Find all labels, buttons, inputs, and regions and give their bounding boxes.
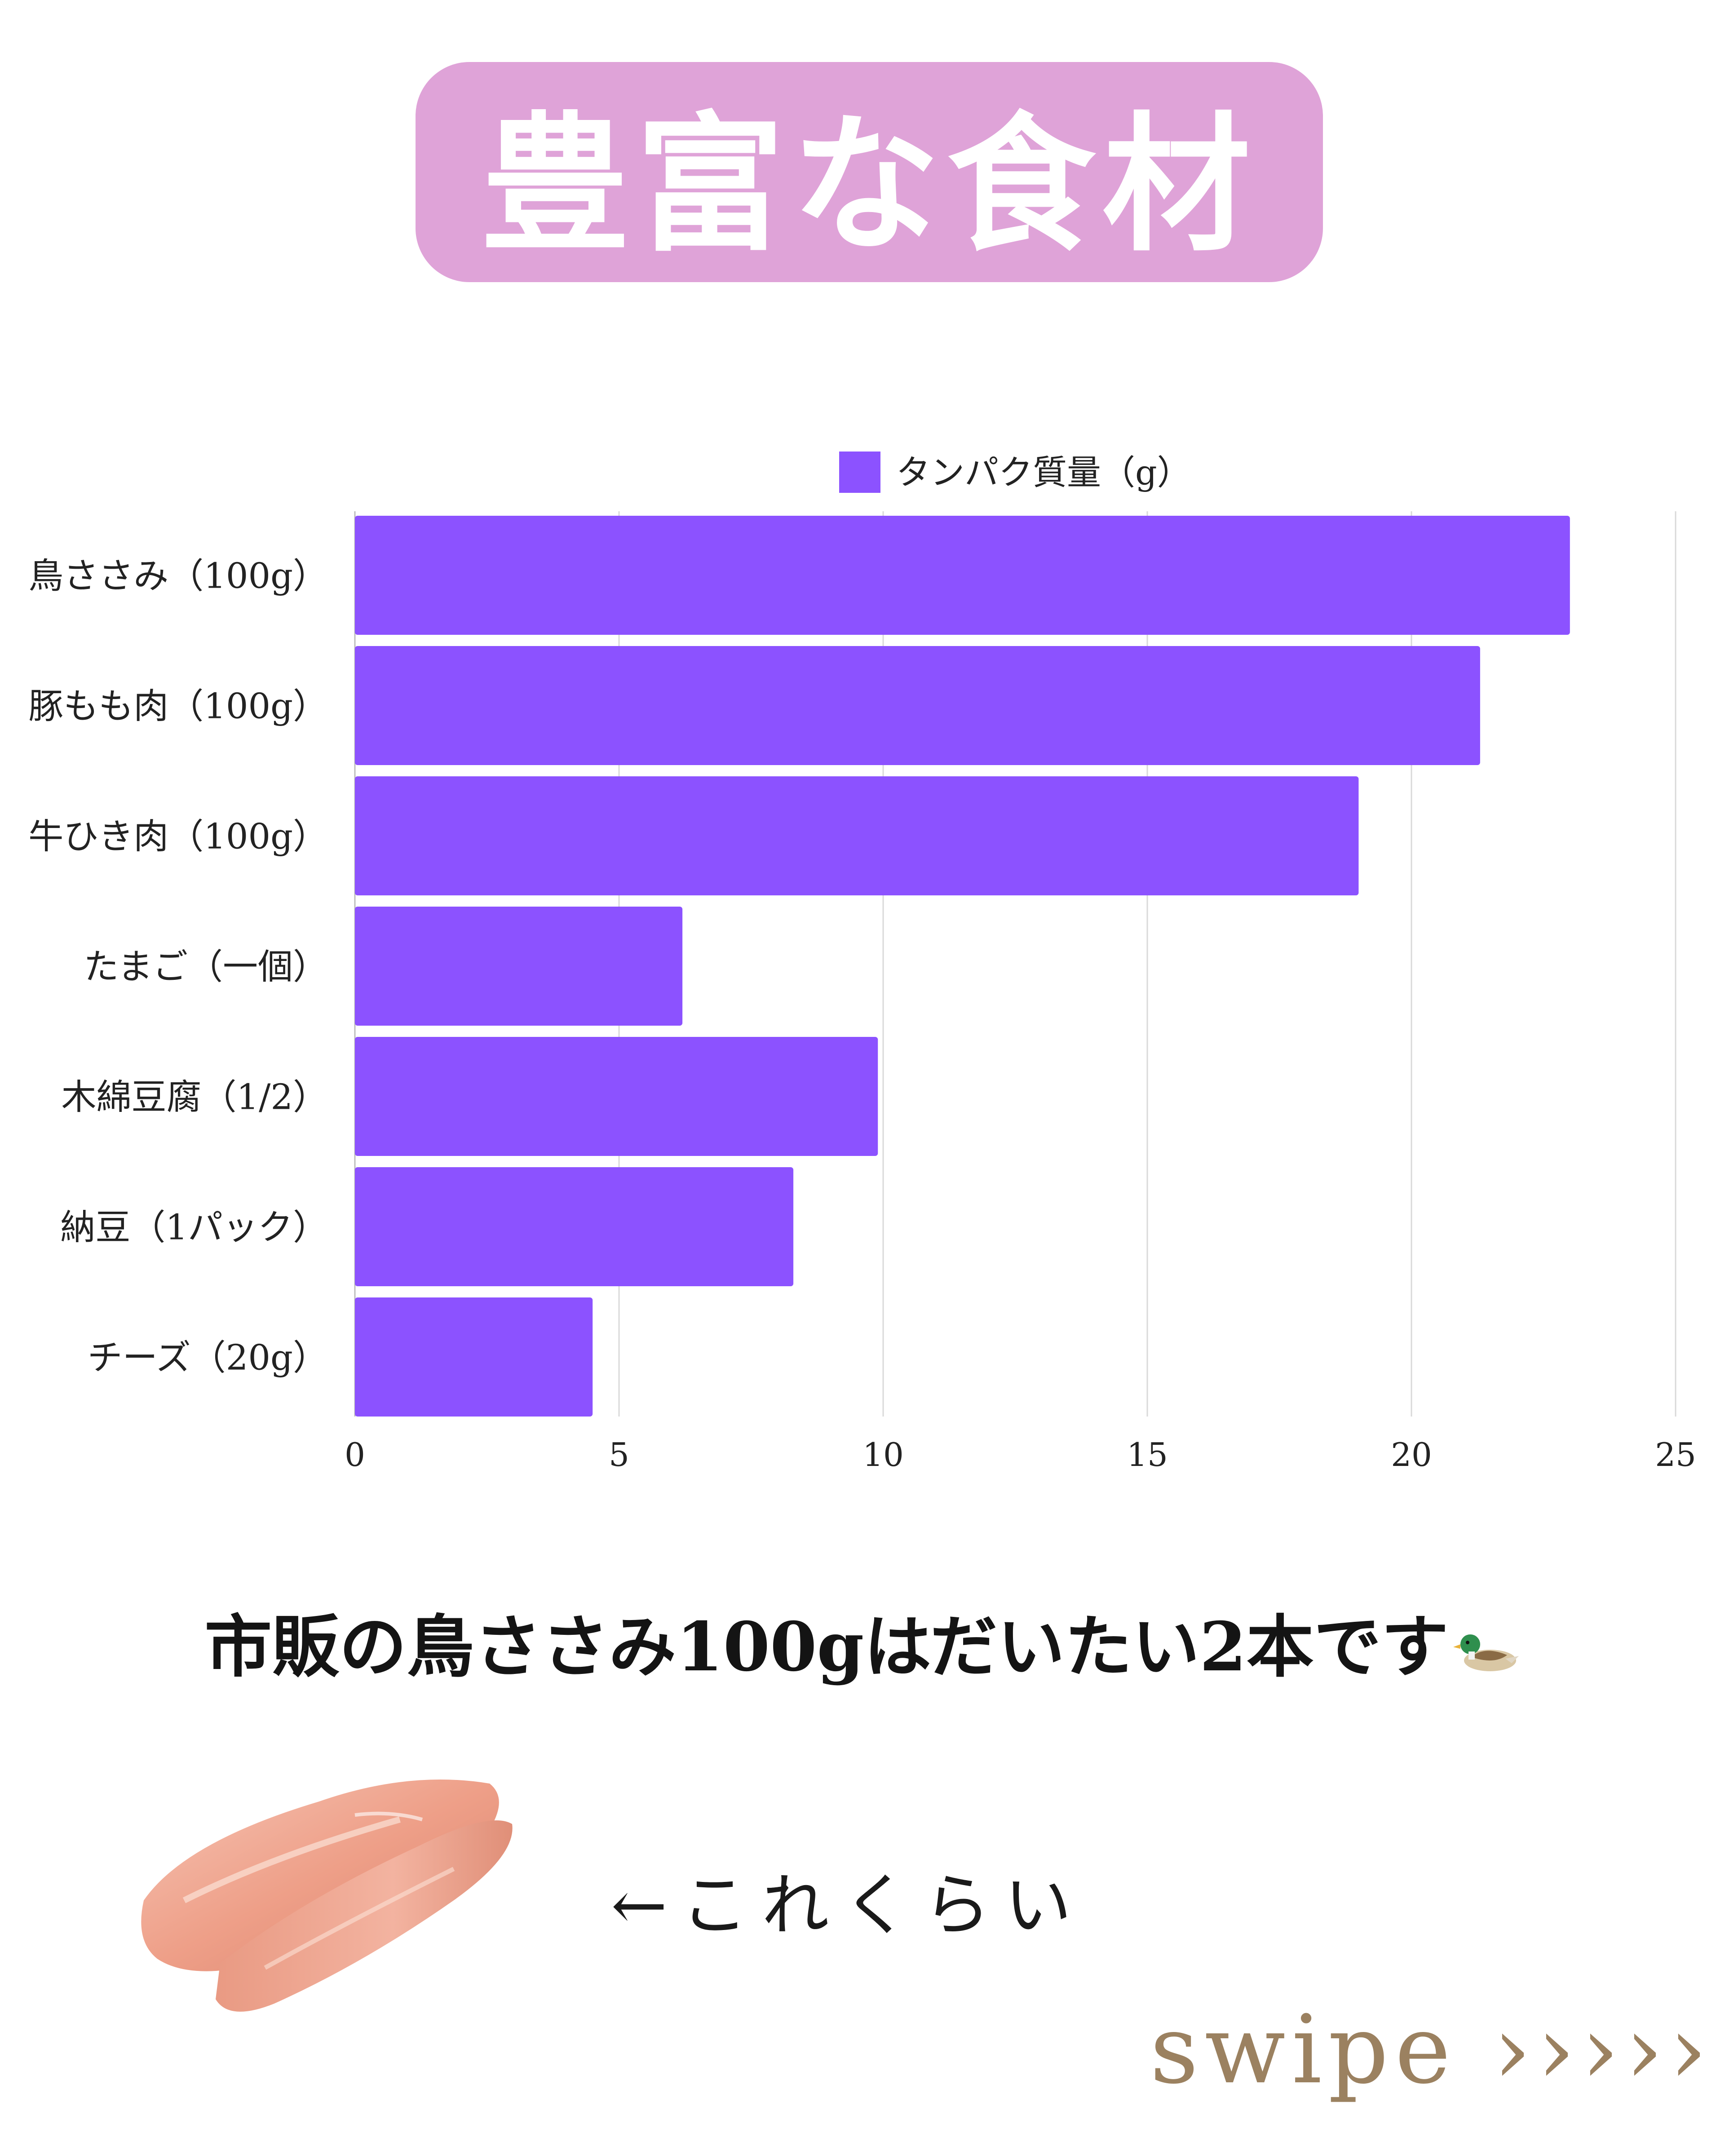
legend-swatch xyxy=(839,452,880,493)
caption-text: 市販の鳥ささみ100gはだいたい2本です xyxy=(204,1607,1449,1687)
protein-bar-chart: 鳥ささみ（100g） 豚もも肉（100g） 牛ひき肉（100g） たまご（一個） 木綿豆… xyxy=(28,452,1696,1474)
bar xyxy=(355,646,1480,765)
page-title: 豊富な食材 xyxy=(481,97,1258,271)
tick-label: 25 xyxy=(1655,1436,1696,1474)
bar xyxy=(355,1167,794,1286)
size-note: ←これくらい xyxy=(611,1867,1085,1945)
bar xyxy=(355,1037,878,1156)
tick-label: 5 xyxy=(609,1436,629,1474)
bar xyxy=(355,907,683,1026)
tick-label: 20 xyxy=(1391,1436,1432,1474)
duck-icon xyxy=(1453,1634,1519,1671)
category-label: チーズ（20g） xyxy=(88,1338,328,1378)
category-label: 木綿豆腐（1/2） xyxy=(61,1077,328,1118)
tick-label: 10 xyxy=(862,1436,904,1474)
tick-label: 0 xyxy=(345,1436,365,1474)
category-label: たまご（一個） xyxy=(84,947,328,987)
category-label: 豚もも肉（100g） xyxy=(28,686,328,727)
tick-label: 15 xyxy=(1127,1436,1168,1474)
title-banner: 豊富な食材 xyxy=(416,62,1323,282)
chicken-breast-image xyxy=(141,1780,513,2012)
category-label: 鳥ささみ（100g） xyxy=(28,556,328,597)
bar xyxy=(355,516,1570,635)
category-label: 牛ひき肉（100g） xyxy=(28,817,328,857)
caption: 市販の鳥ささみ100gはだいたい2本です xyxy=(0,1593,1725,1690)
category-label: 納豆（1パック） xyxy=(60,1208,328,1248)
bar xyxy=(355,1297,593,1417)
legend-label: タンパク質量（g） xyxy=(896,452,1191,492)
swipe-hint[interactable]: swipe ››››› xyxy=(1150,1995,1714,2105)
bar xyxy=(355,776,1359,895)
